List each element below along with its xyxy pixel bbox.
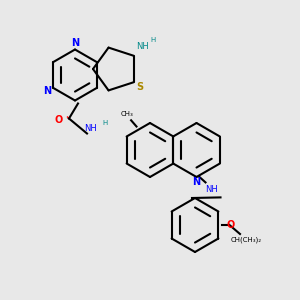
Text: N: N	[71, 38, 79, 48]
Text: O: O	[227, 220, 235, 230]
Text: NH: NH	[205, 185, 218, 194]
Text: NH: NH	[136, 42, 149, 51]
Text: CH(CH₃)₂: CH(CH₃)₂	[230, 237, 262, 243]
Text: O: O	[54, 115, 63, 125]
Text: S: S	[136, 82, 144, 92]
Text: CH₃: CH₃	[120, 111, 133, 117]
Text: H: H	[151, 37, 156, 43]
Text: H: H	[102, 120, 108, 126]
Text: N: N	[43, 86, 52, 96]
Text: N: N	[192, 177, 201, 188]
Text: NH: NH	[84, 124, 96, 134]
